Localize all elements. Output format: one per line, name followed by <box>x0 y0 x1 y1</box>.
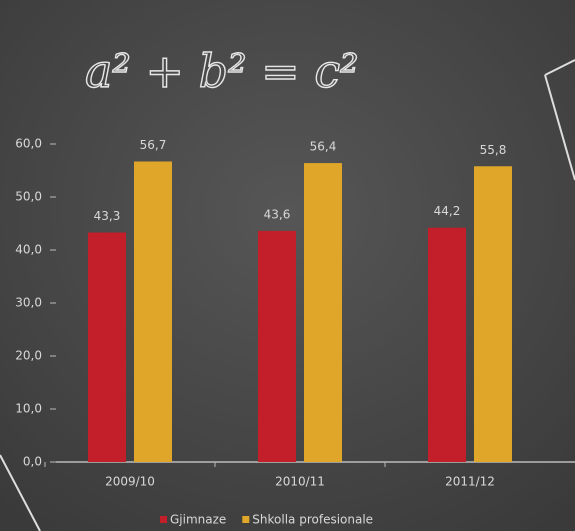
chalk-drawing <box>0 454 41 531</box>
legend-swatch <box>242 516 250 523</box>
x-tick-label: 2010/11 <box>275 475 325 489</box>
y-tick-label: 20,0 <box>15 349 42 363</box>
bar <box>258 230 296 462</box>
bar <box>304 163 342 462</box>
x-tick-label: 2009/10 <box>105 475 155 489</box>
value-label: 43,6 <box>264 207 291 221</box>
y-tick-label: 60,0 <box>15 137 42 151</box>
chalk-formula: a² + b² = c² <box>85 44 359 98</box>
value-label: 56,7 <box>140 138 167 152</box>
bar <box>428 227 466 462</box>
bar <box>474 166 512 462</box>
legend-label: Gjimnaze <box>170 513 226 527</box>
value-label: 56,4 <box>310 140 337 154</box>
value-label: 55,8 <box>480 143 507 157</box>
value-label: 44,2 <box>434 204 461 218</box>
x-tick-label: 2011/12 <box>445 475 495 489</box>
y-tick-label: 10,0 <box>15 402 42 416</box>
bar <box>88 232 126 462</box>
y-tick-label: 0,0 <box>23 455 42 469</box>
legend-label: Shkolla profesionale <box>252 513 373 527</box>
value-label: 43,3 <box>94 209 121 223</box>
y-tick-label: 40,0 <box>15 243 42 257</box>
y-tick-label: 50,0 <box>15 190 42 204</box>
y-tick-label: 30,0 <box>15 296 42 310</box>
bar <box>134 161 172 463</box>
chalk-drawing <box>544 59 575 181</box>
legend-swatch <box>160 516 167 523</box>
